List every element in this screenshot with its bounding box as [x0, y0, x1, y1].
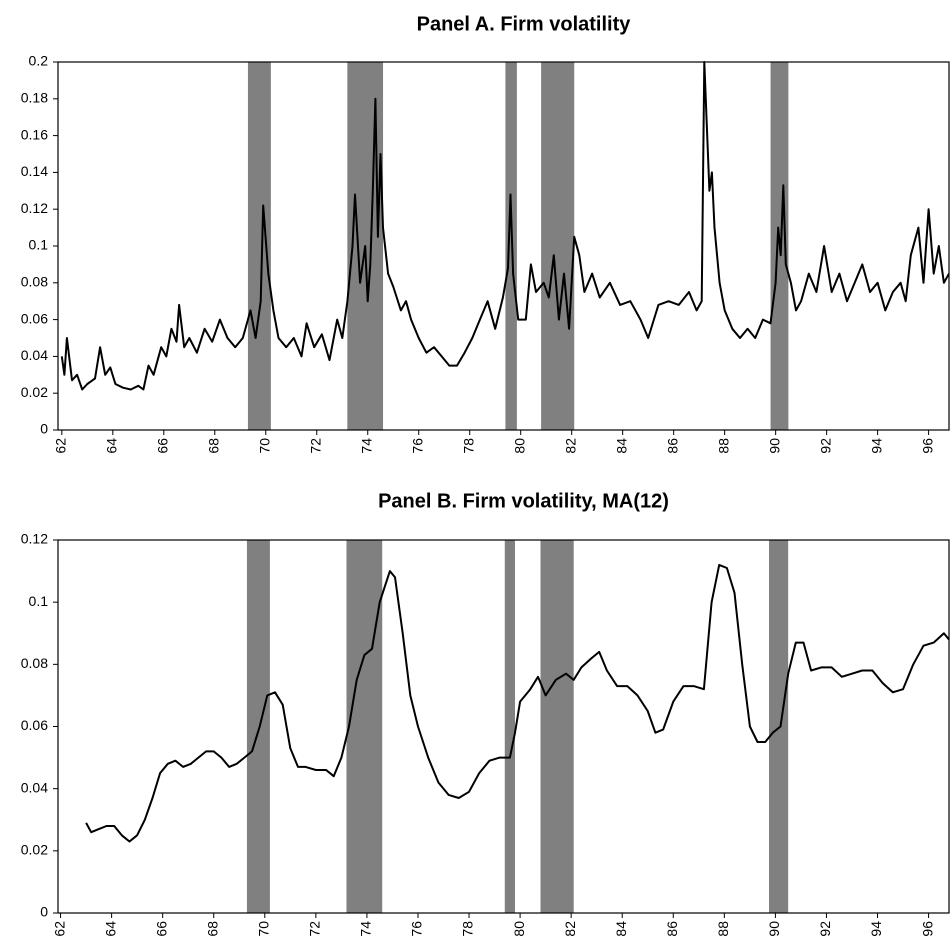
- y-tick-label: 0.2: [29, 53, 49, 69]
- y-tick-label: 0.12: [21, 531, 48, 547]
- x-tick-label: 68: [205, 438, 221, 454]
- x-tick-label: 82: [562, 921, 578, 937]
- x-tick-label: 96: [919, 921, 935, 937]
- y-tick-label: 0.04: [21, 779, 48, 795]
- x-tick-label: 88: [715, 438, 731, 454]
- y-tick-label: 0.08: [21, 655, 48, 671]
- shaded-period: [541, 62, 575, 430]
- y-tick-label: 0.1: [29, 593, 49, 609]
- shaded-period: [540, 540, 574, 913]
- x-tick-label: 82: [562, 438, 578, 454]
- y-tick-label: 0.08: [21, 274, 48, 290]
- y-tick-label: 0.18: [21, 90, 48, 106]
- y-tick-label: 0.16: [21, 126, 48, 142]
- x-tick-label: 86: [664, 921, 680, 937]
- data-line: [85, 563, 949, 843]
- x-tick-label: 94: [868, 438, 884, 454]
- x-tick-label: 96: [919, 438, 935, 454]
- x-tick-label: 66: [153, 921, 169, 937]
- x-tick-label: 76: [409, 921, 425, 937]
- y-tick-label: 0.06: [21, 310, 48, 326]
- x-tick-label: 70: [255, 921, 271, 937]
- shaded-period: [769, 540, 789, 913]
- shaded-period: [247, 62, 271, 430]
- x-tick-label: 68: [204, 921, 220, 937]
- x-tick-label: 78: [460, 921, 476, 937]
- shaded-period: [504, 540, 515, 913]
- y-tick-label: 0: [40, 421, 48, 437]
- x-tick-label: 76: [409, 438, 425, 454]
- x-tick-label: 84: [613, 438, 629, 454]
- shaded-period: [505, 62, 517, 430]
- x-tick-label: 70: [256, 438, 272, 454]
- shaded-period: [246, 540, 270, 913]
- y-tick-label: 0: [40, 904, 48, 920]
- x-tick-label: 84: [613, 921, 629, 937]
- x-tick-label: 74: [358, 438, 374, 454]
- x-tick-label: 94: [868, 921, 884, 937]
- x-tick-label: 64: [104, 438, 120, 454]
- x-tick-label: 74: [358, 921, 374, 937]
- y-tick-label: 0.02: [21, 842, 48, 858]
- x-tick-label: 80: [511, 921, 527, 937]
- plot-frame: [57, 539, 950, 914]
- y-tick-label: 0.06: [21, 717, 48, 733]
- x-tick-label: 62: [53, 438, 69, 454]
- y-tick-label: 0.14: [21, 163, 48, 179]
- y-tick-label: 0.04: [21, 347, 48, 363]
- y-tick-label: 0.12: [21, 200, 48, 216]
- x-tick-label: 80: [511, 438, 527, 454]
- x-tick-label: 72: [307, 438, 323, 454]
- x-tick-label: 66: [155, 438, 171, 454]
- chart-title: Panel A. Firm volatility: [417, 13, 632, 35]
- x-tick-label: 88: [715, 921, 731, 937]
- data-line: [60, 61, 949, 391]
- x-tick-label: 64: [102, 921, 118, 937]
- y-tick-label: 0.1: [29, 237, 49, 253]
- chart-title: Panel B. Firm volatility, MA(12): [378, 490, 669, 512]
- x-tick-label: 72: [307, 921, 323, 937]
- x-tick-label: 78: [460, 438, 476, 454]
- x-tick-label: 90: [766, 438, 782, 454]
- x-tick-label: 62: [51, 921, 67, 937]
- shaded-period: [346, 540, 383, 913]
- x-tick-label: 92: [817, 921, 833, 937]
- x-tick-label: 86: [664, 438, 680, 454]
- y-tick-label: 0.02: [21, 384, 48, 400]
- x-tick-label: 90: [766, 921, 782, 937]
- x-tick-label: 92: [817, 438, 833, 454]
- plot-frame: [57, 61, 950, 431]
